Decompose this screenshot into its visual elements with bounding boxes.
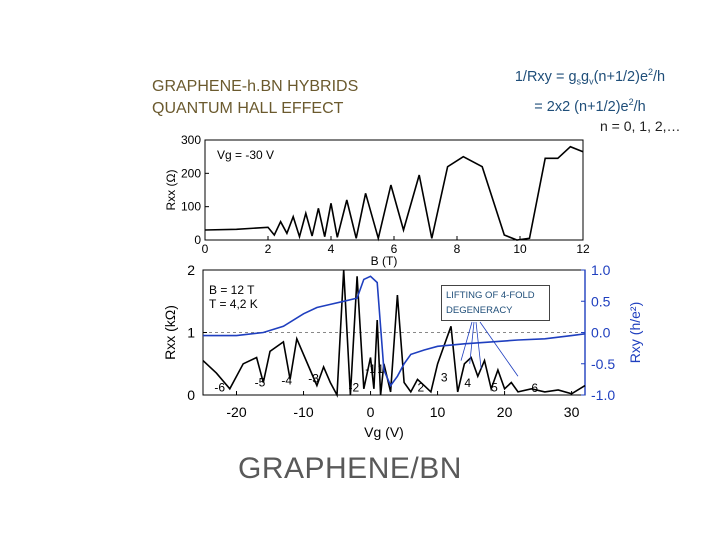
- bottom-left-tick-label-0: 0: [187, 387, 195, 403]
- annotation-pointer-1: [469, 321, 475, 364]
- title-line-2: QUANTUM HALL EFFECT: [152, 100, 344, 117]
- bottom-x-axis-label: Vg (V): [364, 424, 404, 440]
- top-y-axis-label: Rxx (Ω): [164, 170, 178, 211]
- bottom-series-line-0: [202, 269, 586, 398]
- n-values: n = 0, 1, 2,…: [600, 118, 681, 134]
- bottom-x-tick-label-1: -10: [293, 404, 313, 420]
- bottom-x-tick-label-3: 10: [430, 404, 446, 420]
- bottom-x-tick-label-0: -20: [226, 404, 246, 420]
- y-tick-label-0: 0: [194, 233, 201, 247]
- x-tick-label-3: 6: [391, 242, 398, 256]
- bottom-left-tick-label-2: 2: [187, 262, 195, 278]
- annotation-box: LIFTING OF 4-FOLD DEGENERACY: [441, 285, 550, 321]
- bottom-caption: GRAPHENE/BN: [238, 452, 462, 485]
- annotation-pointer-3: [479, 321, 519, 377]
- annotation-line-1: LIFTING OF 4-FOLD: [446, 290, 535, 301]
- bottom-right-tick-label-3: -0.5: [591, 356, 615, 372]
- bottom-panel: -20 -10 0 10 20 30 0 1 2 1.0 0.5 0.0 -0.5 -1.0 Vg (V) R…: [162, 262, 643, 440]
- top-series-line-0: [204, 145, 584, 242]
- bottom-panel-label-b: B = 12 T: [209, 283, 255, 297]
- x-tick-label-6: 12: [576, 242, 590, 256]
- bottom-right-tick-label-0: 1.0: [591, 262, 611, 278]
- annotation-pointers: [460, 321, 519, 377]
- bottom-x-tick-label-4: 20: [497, 404, 513, 420]
- x-tick-label-5: 10: [513, 242, 527, 256]
- state-label-1: -5: [255, 375, 266, 389]
- state-label-0: -6: [214, 380, 225, 394]
- x-tick-label-1: 2: [265, 242, 272, 256]
- formula-line-1: 1/Rxy = gsgv(n+1/2)e2/h: [514, 67, 666, 87]
- bottom-series-line-1: [203, 275, 586, 388]
- top-panel: 0 2 4 6 8 10 12 0 100 200 300 B (T) Rxx (Ω) Vg = -30 …: [164, 133, 590, 268]
- top-panel-label: Vg = -30 V: [217, 148, 274, 162]
- bottom-right-tick-label-2: 0.0: [591, 325, 611, 341]
- title-line-1: GRAPHENE-h.BN HYBRIDS: [152, 78, 359, 95]
- state-label-2: -4: [281, 373, 292, 387]
- annotation-pointer-0: [460, 321, 473, 361]
- y-tick-label-3: 300: [181, 133, 201, 147]
- state-label-8: 3: [441, 370, 448, 384]
- top-x-axis-label: B (T): [371, 254, 398, 268]
- state-label-10: 5: [491, 380, 498, 394]
- state-label-5: -1: [365, 362, 376, 376]
- bottom-x-tick-label-5: 30: [564, 404, 580, 420]
- state-label-11: 6: [531, 381, 538, 395]
- slide-title: GRAPHENE-h.BN HYBRIDS QUANTUM HALL EFFEC…: [152, 76, 358, 120]
- state-label-6: 1: [377, 362, 384, 376]
- bottom-left-axis-label: Rxx (kΩ): [162, 305, 178, 360]
- formula-line-2: = 2x2 (n+1/2)e2/h: [534, 96, 646, 115]
- state-label-9: 4: [464, 376, 471, 390]
- y-tick-label-1: 100: [181, 200, 201, 214]
- bottom-left-tick-label-1: 1: [187, 325, 195, 341]
- state-label-7: 2: [417, 380, 424, 394]
- state-label-4: -2: [348, 380, 359, 394]
- bottom-right-tick-label-4: -1.0: [591, 387, 615, 403]
- annotation-line-2: DEGENERACY: [446, 305, 513, 316]
- x-tick-label-0: 0: [202, 242, 209, 256]
- bottom-panel-label-t: T = 4,2 K: [209, 297, 258, 311]
- annotation-pointer-2: [475, 321, 482, 369]
- x-tick-label-4: 8: [454, 242, 461, 256]
- bottom-right-axis-label: Rxy (h/e²): [627, 302, 643, 363]
- bottom-right-tick-label-1: 0.5: [591, 293, 611, 309]
- x-tick-label-2: 4: [328, 242, 335, 256]
- bottom-x-tick-label-2: 0: [367, 404, 375, 420]
- y-tick-label-2: 200: [181, 166, 201, 180]
- state-label-3: -3: [308, 372, 319, 386]
- formula: 1/Rxy = gsgv(n+1/2)e2/h = 2x2 (n+1/2)e2/…: [470, 62, 710, 117]
